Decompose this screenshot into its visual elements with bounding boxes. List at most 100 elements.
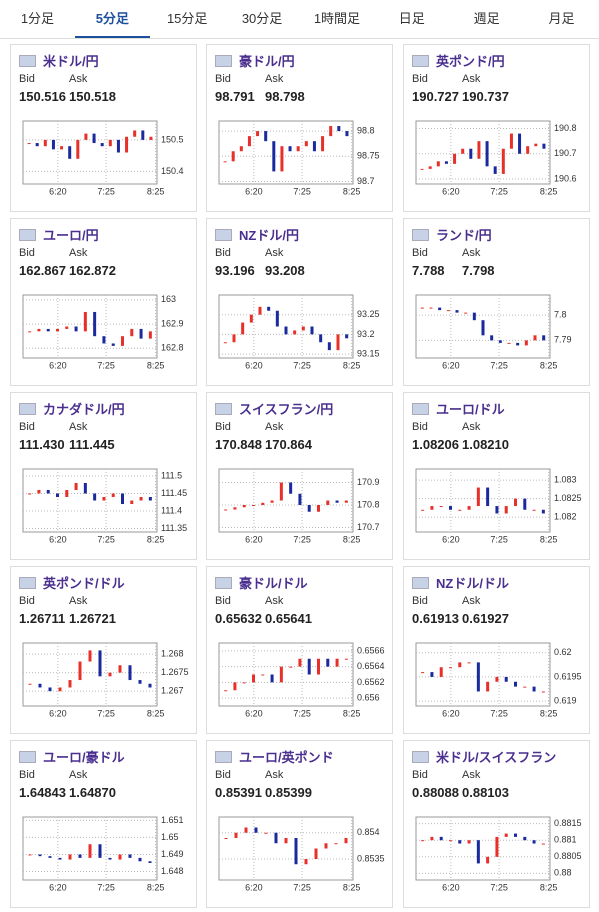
pair-title[interactable]: 英ポンド/円	[436, 54, 505, 69]
tab[interactable]: 月足	[548, 11, 575, 26]
currency-panel[interactable]: 豪ドル/円 Bid Ask 98.791 98.798 98.8 98.75 98.7 6:20…	[206, 44, 393, 212]
pair-title[interactable]: ユーロ/円	[43, 228, 99, 243]
bid-label: Bid	[412, 73, 428, 85]
bid-label: Bid	[215, 247, 231, 259]
ask-value: 7.798	[462, 263, 495, 278]
candle	[125, 136, 129, 153]
y-tick-label: 111.4	[161, 505, 182, 515]
candle	[301, 326, 305, 331]
candle	[78, 661, 82, 681]
pair-title[interactable]: 豪ドル/ドル	[239, 576, 308, 591]
currency-panel[interactable]: スイスフラン/円 Bid Ask 170.848 170.864 170.9 170.8 17…	[206, 392, 393, 560]
x-tick-label: 8:25	[540, 186, 558, 196]
currency-panel[interactable]: ユーロ/ドル Bid Ask 1.08206 1.08210 1.083 1.0825 1.0…	[403, 392, 590, 560]
chart-frame	[22, 468, 158, 533]
currency-panel[interactable]: 英ポンド/円 Bid Ask 190.727 190.737 190.8 190.7 190.…	[403, 44, 590, 212]
mini-chart: 170.9 170.8 170.7 6:20 7:25 8:25	[218, 468, 380, 544]
candle	[224, 838, 228, 839]
candle	[247, 136, 251, 147]
tab[interactable]: 5分足	[74, 0, 150, 38]
x-tick-label: 6:20	[245, 708, 263, 718]
candle	[48, 856, 52, 858]
candle	[304, 141, 308, 147]
y-tick-label: 170.8	[357, 499, 380, 509]
y-tick-label: 7.8	[554, 310, 567, 320]
candle	[224, 690, 228, 692]
y-tick-label: 111.35	[161, 523, 187, 533]
pair-title[interactable]: カナダドル/円	[43, 402, 125, 417]
candle	[324, 843, 328, 849]
currency-panel[interactable]: 米ドル/スイスフラン Bid Ask 0.88088 0.88103 0.8815 0.88…	[403, 740, 590, 908]
candle	[476, 487, 480, 507]
candle	[289, 482, 293, 494]
candle	[345, 131, 349, 137]
candle	[223, 342, 227, 344]
x-tick-label: 8:25	[540, 534, 558, 544]
candle	[532, 509, 536, 511]
pair-title[interactable]: 米ドル/円	[43, 54, 99, 69]
y-tick-label: 0.62	[554, 647, 572, 657]
x-tick-label: 8:25	[343, 708, 361, 718]
mini-chart: 93.25 93.2 93.15 6:20 7:25 8:25	[218, 294, 380, 370]
y-tick-label: 1.651	[161, 815, 184, 825]
currency-panel[interactable]: カナダドル/円 Bid Ask 111.430 111.445 111.5 111.45 11…	[10, 392, 197, 560]
candle	[92, 133, 96, 144]
pair-title[interactable]: 豪ドル/円	[239, 54, 295, 69]
pair-title[interactable]: NZドル/ドル	[436, 576, 509, 591]
candle	[128, 854, 132, 858]
bid-label: Bid	[412, 769, 428, 781]
candle	[504, 506, 508, 514]
candle	[74, 483, 78, 490]
candle	[83, 311, 87, 332]
candle	[56, 328, 59, 332]
candle	[130, 500, 134, 504]
candle	[289, 666, 293, 668]
bid-label: Bid	[19, 595, 35, 607]
currency-panel[interactable]: NZドル/ドル Bid Ask 0.61913 0.61927 0.62 0.6195 0.6…	[403, 566, 590, 734]
tab[interactable]: 日足	[398, 11, 425, 26]
y-tick-label: 1.65	[161, 832, 179, 842]
pair-title[interactable]: NZドル/円	[239, 228, 299, 243]
pair-title[interactable]: 英ポンド/ドル	[43, 576, 125, 591]
candle	[507, 342, 511, 344]
tab[interactable]: 週足	[473, 11, 500, 26]
flag-icon	[412, 55, 429, 67]
x-tick-label: 6:20	[442, 882, 460, 892]
tab[interactable]: 30分足	[241, 11, 283, 26]
candle	[524, 340, 528, 346]
bid-label: Bid	[19, 73, 35, 85]
pair-title[interactable]: スイスフラン/円	[239, 402, 334, 417]
y-tick-label: 93.25	[357, 309, 380, 319]
candle	[504, 833, 508, 837]
candle	[28, 493, 32, 495]
currency-panel[interactable]: ユーロ/英ポンド Bid Ask 0.85391 0.85399 0.854 0.8535 6…	[206, 740, 393, 908]
candle	[68, 680, 72, 688]
candle	[444, 161, 448, 164]
currency-panel[interactable]: ユーロ/豪ドル Bid Ask 1.64843 1.64870 1.651 1.65 1.64…	[10, 740, 197, 908]
pair-title[interactable]: ユーロ/英ポンド	[239, 750, 334, 765]
candle	[467, 506, 471, 510]
currency-panel[interactable]: ランド/円 Bid Ask 7.788 7.798 7.8 7.79 6:20 7:25 8:25	[403, 218, 590, 386]
bid-value: 170.848	[215, 437, 262, 452]
candle	[518, 133, 522, 154]
currency-panel[interactable]: 米ドル/円 Bid Ask 150.516 150.518 150.5 150.4 6:20 7…	[10, 44, 197, 212]
bid-label: Bid	[412, 247, 428, 259]
pair-title[interactable]: ランド/円	[436, 228, 492, 243]
currency-panel[interactable]: NZドル/円 Bid Ask 93.196 93.208 93.25 93.2 93.15 6:…	[206, 218, 393, 386]
tab[interactable]: 1分足	[20, 11, 55, 26]
currency-panel[interactable]: ユーロ/円 Bid Ask 162.867 162.872 163 162.9 162.8 6:…	[10, 218, 197, 386]
tab[interactable]: 15分足	[166, 11, 208, 26]
pair-title[interactable]: ユーロ/豪ドル	[43, 750, 125, 765]
tab[interactable]: 1時間足	[313, 11, 361, 26]
pair-title[interactable]: 米ドル/スイスフラン	[436, 750, 557, 765]
candle	[458, 509, 462, 511]
bid-label: Bid	[19, 421, 35, 433]
ask-value: 190.737	[462, 89, 509, 104]
pair-title[interactable]: ユーロ/ドル	[436, 402, 505, 417]
currency-panel[interactable]: 英ポンド/ドル Bid Ask 1.26711 1.26721 1.268 1.2675 1.…	[10, 566, 197, 734]
mini-chart: 163 162.9 162.8 6:20 7:25 8:25	[22, 294, 184, 370]
x-tick-label: 6:20	[49, 708, 67, 718]
currency-panel[interactable]: 豪ドル/ドル Bid Ask 0.65632 0.65641 0.6566 0.6564 0.…	[206, 566, 393, 734]
candle	[232, 334, 236, 343]
candle	[27, 143, 31, 145]
